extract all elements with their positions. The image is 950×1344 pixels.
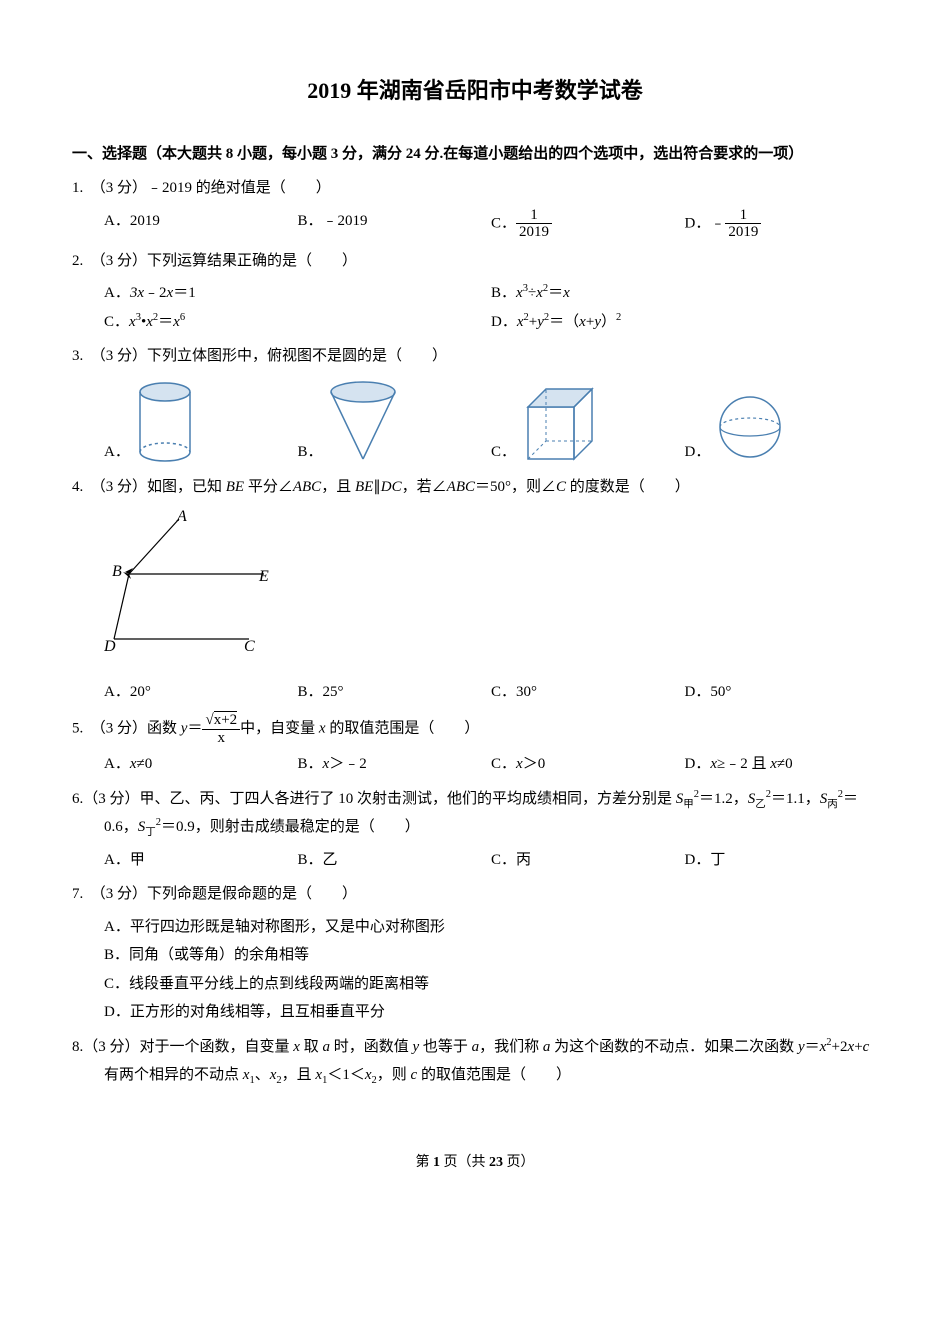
q7-optC: C．线段垂直平分线上的点到线段两端的距离相等: [104, 970, 878, 999]
cube-icon: [516, 377, 606, 467]
q6-stem-line2: 0.6，S丁2＝0.9，则射击成绩最稳定的是（ ）: [72, 813, 878, 842]
q3-stem: 3. （3 分）下列立体图形中，俯视图不是圆的是（ ）: [72, 342, 878, 371]
q4-stem: 4. （3 分）如图，已知 BE 平分∠ABC，且 BE∥DC，若∠ABC＝50…: [72, 473, 878, 502]
q4-options: A．20° B．25° C．30° D．50°: [72, 678, 878, 707]
q1-optA: A．2019: [104, 207, 298, 241]
svg-text:B: B: [112, 563, 122, 580]
q5-options: A．x≠0 B．x＞﹣2 C．x＞0 D．x≥﹣2 且 x≠0: [72, 750, 878, 779]
q2-optC: C．x3•x2＝x6: [104, 308, 491, 337]
q7-stem: 7. （3 分）下列命题是假命题的是（ ）: [72, 880, 878, 909]
q5-optA: A．x≠0: [104, 750, 298, 779]
q6-optA: A．甲: [104, 846, 298, 875]
q1-optC: C．12019: [491, 207, 685, 241]
q4-optB: B．25°: [298, 678, 492, 707]
q6-optD: D．丁: [685, 846, 879, 875]
q6-options: A．甲 B．乙 C．丙 D．丁: [72, 846, 878, 875]
q1-optB: B．﹣2019: [298, 207, 492, 241]
question-2: 2. （3 分）下列运算结果正确的是（ ） A．3x﹣2x＝1 B．x3÷x2＝…: [72, 247, 878, 337]
q2-optD: D．x2+y2＝（x+y）2: [491, 308, 878, 337]
svg-text:D: D: [104, 638, 116, 655]
q7-options: A．平行四边形既是轴对称图形，又是中心对称图形 B．同角（或等角）的余角相等 C…: [72, 913, 878, 1027]
question-1: 1. （3 分）﹣2019 的绝对值是（ ） A．2019 B．﹣2019 C．…: [72, 174, 878, 241]
q5-optC: C．x＞0: [491, 750, 685, 779]
question-5: 5. （3 分）函数 y＝√x+2x中，自变量 x 的取值范围是（ ） A．x≠…: [72, 712, 878, 779]
question-6: 6.（3 分）甲、乙、丙、丁四人各进行了 10 次射击测试，他们的平均成绩相同，…: [72, 785, 878, 875]
q3-options: A． B． C．: [72, 377, 878, 467]
svg-text:E: E: [258, 568, 269, 585]
q4-optA: A．20°: [104, 678, 298, 707]
q1-optD: D．﹣12019: [685, 207, 879, 241]
q3-optC: C．: [491, 377, 685, 467]
section-header: 一、选择题（本大题共 8 小题，每小题 3 分，满分 24 分.在每道小题给出的…: [72, 140, 878, 169]
angle-diagram-icon: A B E D C: [104, 509, 284, 659]
q7-optD: D．正方形的对角线相等，且互相垂直平分: [104, 998, 878, 1027]
page-footer: 第 1 页（共 23 页）: [72, 1150, 878, 1177]
q7-optB: B．同角（或等角）的余角相等: [104, 941, 878, 970]
svg-text:A: A: [176, 509, 187, 525]
q4-optD: D．50°: [685, 678, 879, 707]
q5-optB: B．x＞﹣2: [298, 750, 492, 779]
cylinder-icon: [130, 377, 200, 467]
cone-icon: [323, 377, 403, 467]
q8-stem-line1: 8.（3 分）对于一个函数，自变量 x 取 a 时，函数值 y 也等于 a，我们…: [72, 1033, 878, 1062]
q7-optA: A．平行四边形既是轴对称图形，又是中心对称图形: [104, 913, 878, 942]
question-8: 8.（3 分）对于一个函数，自变量 x 取 a 时，函数值 y 也等于 a，我们…: [72, 1033, 878, 1090]
q6-optB: B．乙: [298, 846, 492, 875]
page-title: 2019 年湖南省岳阳市中考数学试卷: [72, 70, 878, 112]
question-3: 3. （3 分）下列立体图形中，俯视图不是圆的是（ ） A． B． C．: [72, 342, 878, 467]
q3-optA: A．: [104, 377, 298, 467]
q1-options: A．2019 B．﹣2019 C．12019 D．﹣12019: [72, 207, 878, 241]
question-7: 7. （3 分）下列命题是假命题的是（ ） A．平行四边形既是轴对称图形，又是中…: [72, 880, 878, 1027]
q3-optD: D．: [685, 387, 879, 467]
q6-stem-line1: 6.（3 分）甲、乙、丙、丁四人各进行了 10 次射击测试，他们的平均成绩相同，…: [72, 785, 878, 814]
q2-options: A．3x﹣2x＝1 B．x3÷x2＝x C．x3•x2＝x6 D．x2+y2＝（…: [72, 279, 878, 336]
q1-stem: 1. （3 分）﹣2019 的绝对值是（ ）: [72, 174, 878, 203]
svg-text:C: C: [244, 638, 255, 655]
q2-optA: A．3x﹣2x＝1: [104, 279, 491, 308]
q5-stem: 5. （3 分）函数 y＝√x+2x中，自变量 x 的取值范围是（ ）: [72, 712, 878, 746]
q8-stem-line2: 有两个相异的不动点 x1、x2，且 x1＜1＜x2，则 c 的取值范围是（ ）: [72, 1061, 878, 1090]
q2-stem: 2. （3 分）下列运算结果正确的是（ ）: [72, 247, 878, 276]
question-4: 4. （3 分）如图，已知 BE 平分∠ABC，且 BE∥DC，若∠ABC＝50…: [72, 473, 878, 707]
q3-optB: B．: [298, 377, 492, 467]
sphere-icon: [710, 387, 790, 467]
q4-figure: A B E D C: [104, 509, 878, 670]
q6-optC: C．丙: [491, 846, 685, 875]
q2-optB: B．x3÷x2＝x: [491, 279, 878, 308]
q5-optD: D．x≥﹣2 且 x≠0: [685, 750, 879, 779]
q4-optC: C．30°: [491, 678, 685, 707]
